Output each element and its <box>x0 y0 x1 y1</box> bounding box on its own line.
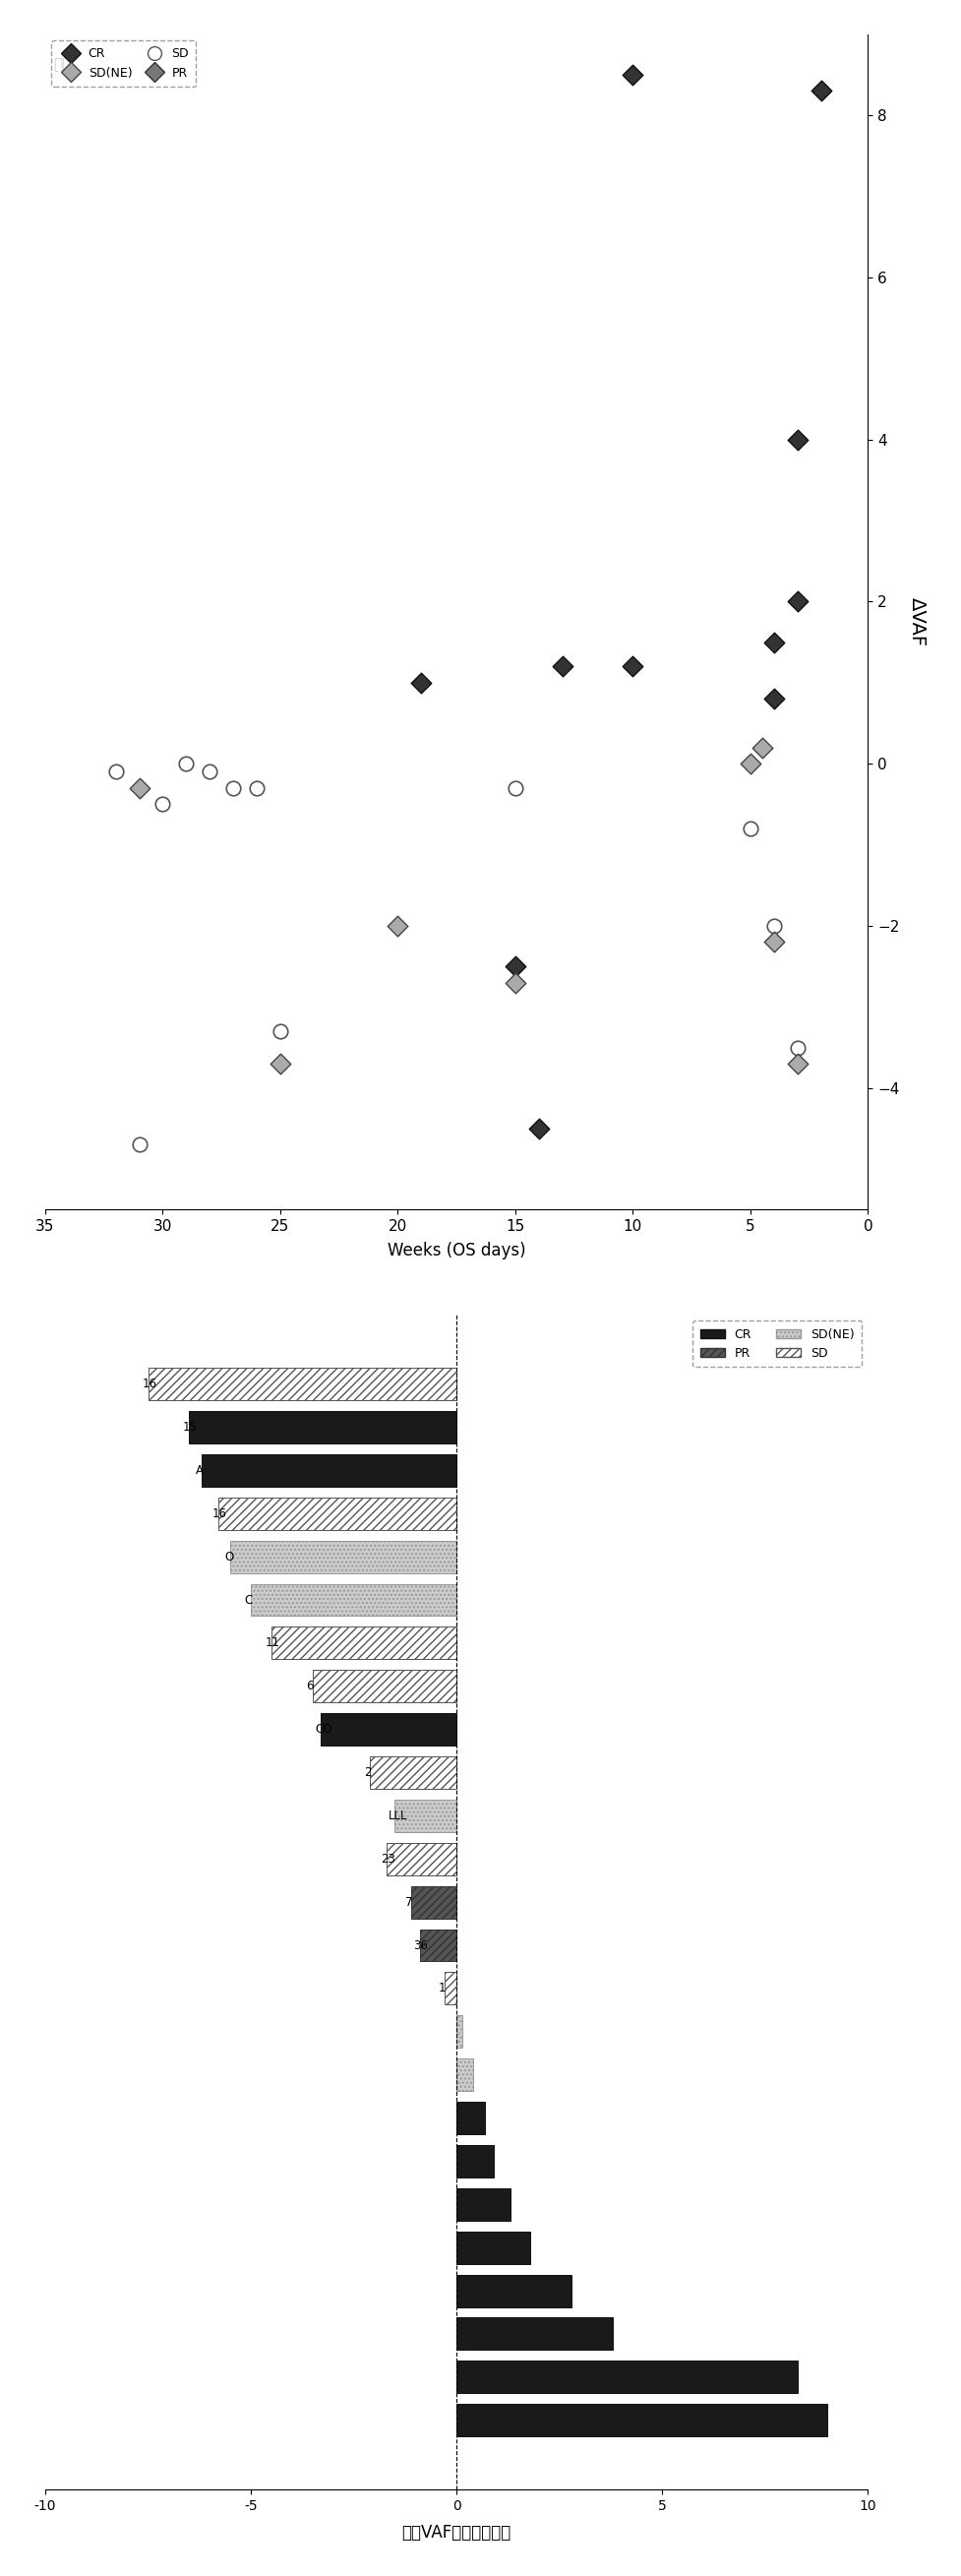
Text: 7: 7 <box>406 1896 412 1909</box>
Point <box>531 1108 547 1149</box>
Point <box>226 768 241 809</box>
Point <box>743 742 758 783</box>
Bar <box>456 2014 463 2048</box>
Bar <box>148 1368 456 1401</box>
Bar <box>189 1412 456 1443</box>
Point <box>202 752 217 793</box>
Bar <box>444 1973 456 2004</box>
Text: 36: 36 <box>413 1940 428 1953</box>
Text: 23: 23 <box>381 1852 395 1865</box>
Point <box>790 1043 805 1084</box>
Point <box>413 662 429 703</box>
Bar <box>370 1757 456 1788</box>
Bar <box>456 2058 473 2092</box>
Point <box>390 904 406 945</box>
Legend: CR, PR, SD(NE), SD: CR, PR, SD(NE), SD <box>693 1321 862 1368</box>
Point <box>507 768 523 809</box>
Text: 16: 16 <box>142 1378 157 1391</box>
Bar <box>251 1584 456 1615</box>
Text: C: C <box>245 1595 253 1607</box>
Bar <box>202 1455 456 1486</box>
Point <box>249 768 264 809</box>
Bar <box>386 1842 456 1875</box>
Bar <box>456 2102 485 2133</box>
Point <box>155 783 170 824</box>
Bar <box>456 2231 530 2264</box>
Bar <box>456 2146 494 2177</box>
Point <box>790 582 805 623</box>
Bar <box>411 1886 456 1919</box>
Point <box>108 752 123 793</box>
Point <box>626 647 641 688</box>
Point <box>790 420 805 461</box>
Bar <box>420 1929 456 1960</box>
Text: 6: 6 <box>307 1680 314 1692</box>
Point <box>273 1010 288 1051</box>
Point <box>766 922 781 963</box>
Text: 15: 15 <box>183 1422 198 1435</box>
Bar <box>271 1628 456 1659</box>
Bar <box>456 2187 510 2221</box>
Bar <box>456 2360 798 2393</box>
Text: O: O <box>224 1551 234 1564</box>
Bar <box>456 2403 826 2437</box>
Point <box>626 54 641 95</box>
Text: 反应: 反应 <box>54 57 71 72</box>
Point <box>766 621 781 662</box>
Bar <box>456 2318 613 2349</box>
Point <box>790 1028 805 1069</box>
Point <box>179 742 194 783</box>
Bar <box>218 1497 456 1530</box>
Point <box>743 809 758 850</box>
X-axis label: Weeks (OS days): Weeks (OS days) <box>387 1242 526 1260</box>
Point <box>766 677 781 719</box>
Point <box>132 768 147 809</box>
Bar <box>231 1540 456 1574</box>
Legend: CR, SD(NE), SD, PR: CR, SD(NE), SD, PR <box>51 41 196 88</box>
Point <box>507 961 523 1002</box>
Text: CO: CO <box>314 1723 332 1736</box>
Point <box>132 1123 147 1164</box>
Point <box>813 70 828 111</box>
Point <box>754 726 770 768</box>
Bar <box>456 2275 572 2308</box>
Text: LLL: LLL <box>388 1808 407 1821</box>
Text: 16: 16 <box>211 1507 227 1520</box>
Point <box>507 945 523 987</box>
Bar <box>395 1801 456 1832</box>
Text: 11: 11 <box>265 1636 280 1649</box>
X-axis label: 平均VAF变化的百分比: 平均VAF变化的百分比 <box>402 2524 511 2543</box>
Y-axis label: ΔVAF: ΔVAF <box>908 598 926 647</box>
Point <box>766 904 781 945</box>
Point <box>273 1043 288 1084</box>
Text: A: A <box>195 1463 203 1476</box>
Point <box>554 647 570 688</box>
Bar <box>312 1669 456 1703</box>
Text: 2: 2 <box>364 1767 371 1780</box>
Text: 1: 1 <box>438 1981 446 1994</box>
Bar <box>321 1713 456 1747</box>
